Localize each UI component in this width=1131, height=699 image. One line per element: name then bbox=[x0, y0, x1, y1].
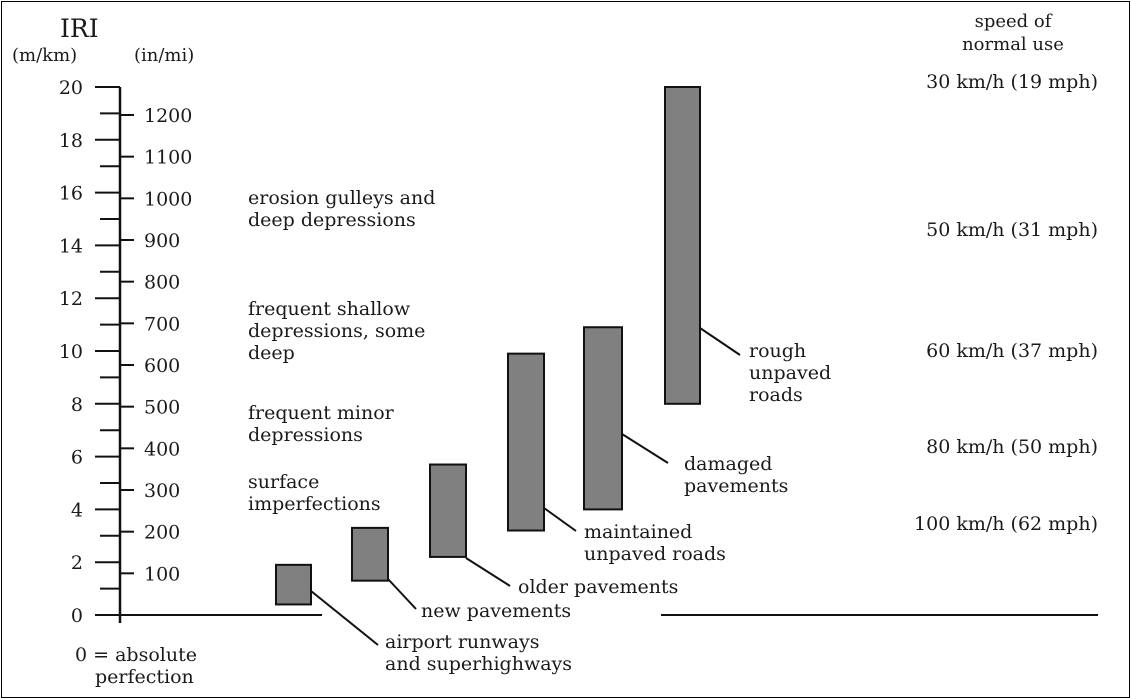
surface-description: frequent shallow bbox=[248, 298, 411, 320]
surface-description: deep depressions bbox=[248, 209, 416, 231]
surface-description: frequent minor bbox=[248, 402, 395, 424]
leader-line bbox=[621, 433, 669, 464]
speed-label: 80 km/h (50 mph) bbox=[926, 436, 1098, 458]
right-tick-label: 800 bbox=[144, 272, 180, 294]
left-tick-label: 4 bbox=[71, 499, 83, 521]
right-tick-label: 100 bbox=[144, 563, 180, 585]
leader-line bbox=[465, 557, 511, 587]
speed-header: normal use bbox=[962, 34, 1064, 55]
surface-description: depressions bbox=[248, 424, 363, 446]
bar-label: and superhighways bbox=[385, 653, 572, 675]
bar-label: roads bbox=[749, 384, 803, 406]
right-tick-label: 700 bbox=[144, 313, 180, 335]
left-tick-label: 16 bbox=[59, 183, 83, 205]
left-tick-label: 2 bbox=[71, 552, 83, 574]
iri-range-bar bbox=[507, 352, 545, 532]
bar-label: maintained bbox=[584, 521, 692, 543]
leader-line bbox=[699, 327, 741, 356]
leader-line bbox=[310, 590, 379, 646]
left-tick-label: 8 bbox=[71, 394, 83, 416]
speed-label: 60 km/h (37 mph) bbox=[926, 340, 1098, 362]
left-tick-label: 18 bbox=[59, 130, 83, 152]
right-tick-label: 1200 bbox=[144, 105, 192, 127]
bar-label: rough bbox=[749, 340, 806, 362]
speed-label: 50 km/h (31 mph) bbox=[926, 219, 1098, 241]
right-tick-label: 300 bbox=[144, 480, 180, 502]
axis-title-iri: IRI bbox=[60, 14, 99, 43]
surface-description: erosion gulleys and bbox=[248, 187, 435, 209]
right-tick-label: 200 bbox=[144, 522, 180, 544]
bar-label: pavements bbox=[684, 475, 788, 497]
left-tick-label: 6 bbox=[71, 447, 83, 469]
left-tick-label: 10 bbox=[59, 341, 83, 363]
surface-description: surface bbox=[248, 471, 319, 493]
surface-description: deep bbox=[248, 342, 295, 364]
right-tick-label: 1000 bbox=[144, 188, 192, 210]
axis-unit-mkm: (m/km) bbox=[12, 45, 77, 66]
speed-label: 30 km/h (19 mph) bbox=[926, 71, 1098, 93]
right-tick-label: 400 bbox=[144, 438, 180, 460]
iri-range-bar bbox=[583, 326, 623, 511]
right-tick-label: 600 bbox=[144, 355, 180, 377]
zero-note: perfection bbox=[95, 666, 194, 688]
bar-label: unpaved roads bbox=[584, 543, 726, 565]
right-tick-label: 500 bbox=[144, 397, 180, 419]
left-tick-label: 20 bbox=[59, 77, 83, 99]
surface-description: depressions, some bbox=[248, 320, 425, 342]
iri-range-bar bbox=[351, 526, 389, 582]
speed-label: 100 km/h (62 mph) bbox=[914, 513, 1098, 535]
bar-layer bbox=[275, 86, 741, 646]
right-tick-label: 1100 bbox=[144, 147, 192, 169]
leader-line bbox=[387, 578, 417, 610]
axis-layer: 0 2 4 6 8 10 12 14 16 18 20 100 200 300 400 500 600 700 80… bbox=[59, 77, 1098, 627]
left-tick-label: 12 bbox=[59, 288, 83, 310]
leader-line bbox=[543, 507, 577, 532]
iri-range-bar bbox=[429, 463, 467, 558]
iri-range-bar bbox=[275, 563, 312, 606]
right-tick-label: 900 bbox=[144, 230, 180, 252]
left-tick-label: 14 bbox=[59, 235, 83, 257]
left-tick-label: 0 bbox=[71, 605, 83, 627]
speed-header: speed of bbox=[975, 11, 1053, 32]
bar-label: damaged bbox=[684, 453, 772, 475]
bar-label: unpaved bbox=[749, 362, 831, 384]
zero-note: 0 = absolute bbox=[75, 644, 197, 666]
axis-unit-inmi: (in/mi) bbox=[134, 45, 194, 66]
bar-label: airport runways bbox=[385, 631, 539, 653]
surface-description: imperfections bbox=[248, 493, 381, 515]
bar-label: new pavements bbox=[421, 600, 571, 622]
bar-label: older pavements bbox=[518, 576, 678, 598]
iri-range-bar bbox=[664, 86, 701, 405]
